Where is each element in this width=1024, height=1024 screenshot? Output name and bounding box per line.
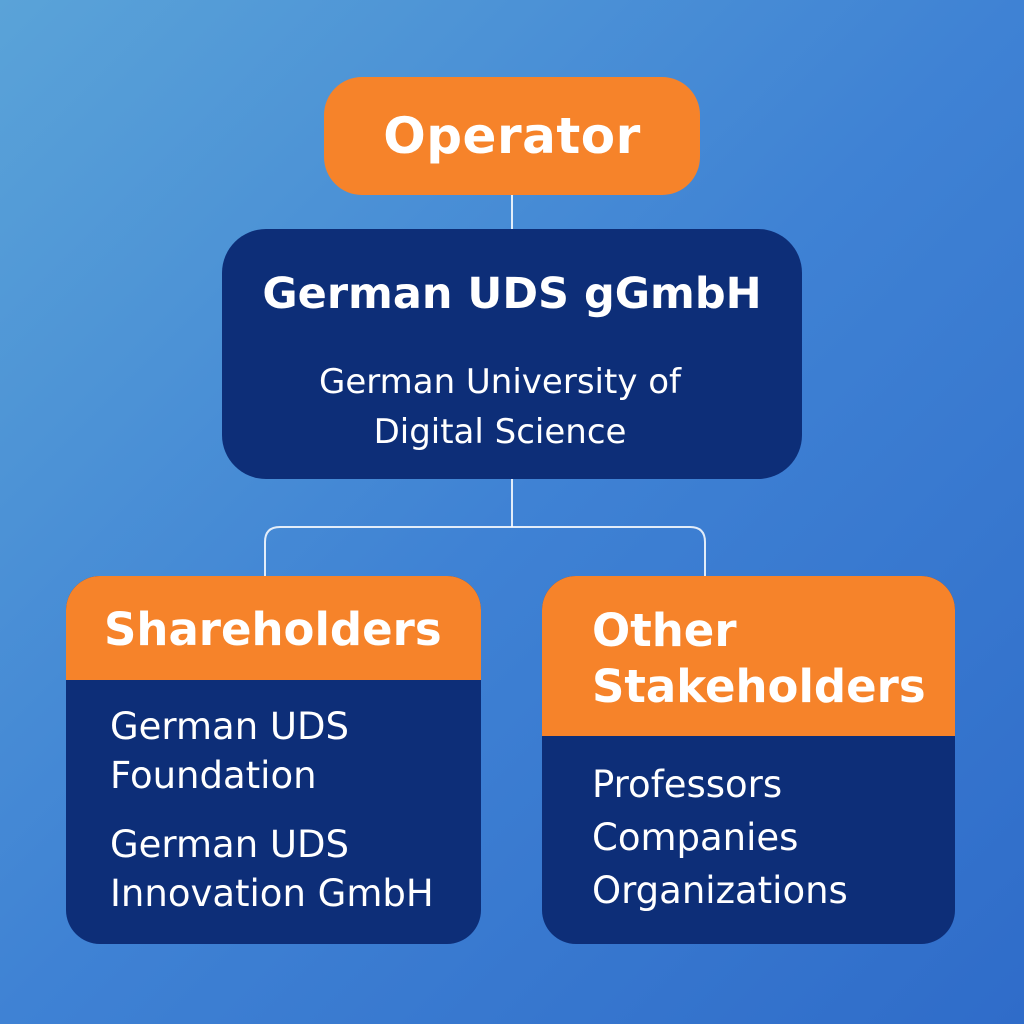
shareholders-header-label: Shareholders [104, 603, 442, 656]
shareholders-header: Shareholders [66, 576, 481, 680]
shareholder-item: German UDS Foundation [110, 705, 349, 797]
shareholder-item: German UDS Innovation GmbH [110, 823, 434, 915]
entity-subtitle: German University of Digital Science [318, 362, 682, 452]
operator-label: Operator [383, 107, 641, 165]
other-stakeholders-list: Professors Companies Organizations [542, 736, 955, 917]
other-stakeholders-box: Other Stakeholders Professors Companies … [542, 576, 955, 944]
entity-title: German UDS gGmbH [262, 269, 762, 319]
shareholders-box: Shareholders German UDS Foundation Germa… [66, 576, 481, 944]
other-stakeholders-header-label: Other Stakeholders [592, 604, 926, 713]
entity-box: German UDS gGmbH German University of Di… [222, 229, 802, 479]
stakeholder-item: Professors [592, 763, 783, 806]
shareholders-list: German UDS Foundation German UDS Innovat… [66, 680, 481, 918]
connector-branch [264, 526, 706, 576]
stakeholder-item: Organizations [592, 869, 848, 912]
other-stakeholders-header: Other Stakeholders [542, 576, 955, 736]
operator-box: Operator [324, 77, 700, 195]
stakeholder-item: Companies [592, 816, 799, 859]
